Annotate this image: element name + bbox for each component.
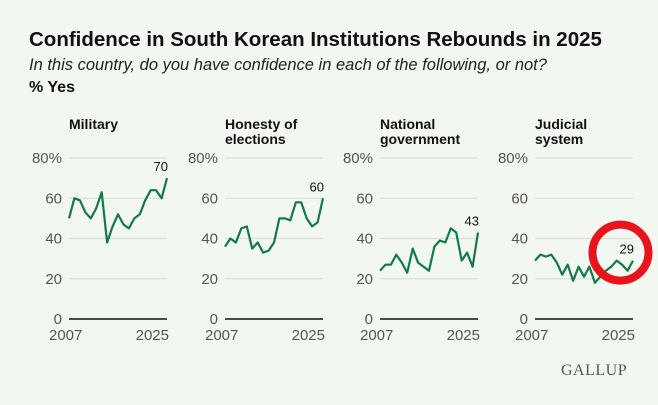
y-tick-label: 40 xyxy=(511,231,528,248)
panel-title: elections xyxy=(225,131,286,147)
panel-title: Judicial xyxy=(535,116,587,132)
series-line xyxy=(67,177,169,244)
x-tick-label: 2007 xyxy=(205,327,238,344)
panel-title: government xyxy=(380,131,460,147)
y-tick-label: 40 xyxy=(45,231,62,248)
end-value-label: 70 xyxy=(154,159,168,174)
y-tick-label: 20 xyxy=(201,271,218,288)
y-tick-label: 0 xyxy=(54,311,62,328)
x-tick-label: 2025 xyxy=(292,327,325,344)
y-tick-label: 80% xyxy=(498,150,528,167)
y-tick-label: 0 xyxy=(365,311,373,328)
series-line xyxy=(224,198,325,254)
end-value-label: 60 xyxy=(310,179,324,194)
y-tick-label: 20 xyxy=(356,271,373,288)
y-tick-label: 60 xyxy=(45,190,62,207)
y-tick-label: 0 xyxy=(520,311,528,328)
end-value-label: 29 xyxy=(620,242,634,257)
gallup-logo: GALLUP xyxy=(561,362,628,379)
y-tick-label: 80% xyxy=(32,150,62,167)
y-tick-label: 60 xyxy=(511,190,528,207)
chart-title: Confidence in South Korean Institutions … xyxy=(29,28,602,51)
panel-title: system xyxy=(535,131,583,147)
end-value-label: 43 xyxy=(465,213,479,228)
x-tick-label: 2007 xyxy=(515,327,548,344)
y-tick-label: 40 xyxy=(201,231,218,248)
highlight-circle xyxy=(588,220,653,285)
panel-title: Military xyxy=(69,116,118,132)
y-tick-label: 80% xyxy=(188,150,218,167)
x-tick-label: 2007 xyxy=(360,327,393,344)
chart-subtitle: In this country, do you have confidence … xyxy=(29,56,547,74)
y-tick-label: 60 xyxy=(201,190,218,207)
x-tick-label: 2025 xyxy=(136,327,169,344)
x-tick-label: 2025 xyxy=(602,327,635,344)
unit-label: % Yes xyxy=(29,79,75,96)
x-tick-label: 2007 xyxy=(49,327,82,344)
y-tick-label: 60 xyxy=(356,190,373,207)
x-tick-label: 2025 xyxy=(447,327,480,344)
series-line xyxy=(379,227,480,274)
series-line xyxy=(534,253,634,284)
y-tick-label: 40 xyxy=(356,231,373,248)
y-tick-label: 0 xyxy=(210,311,218,328)
panel-title: National xyxy=(380,116,435,132)
panel-title: Honesty of xyxy=(225,116,298,132)
y-tick-label: 20 xyxy=(511,271,528,288)
y-tick-label: 80% xyxy=(343,150,373,167)
y-tick-label: 20 xyxy=(45,271,62,288)
